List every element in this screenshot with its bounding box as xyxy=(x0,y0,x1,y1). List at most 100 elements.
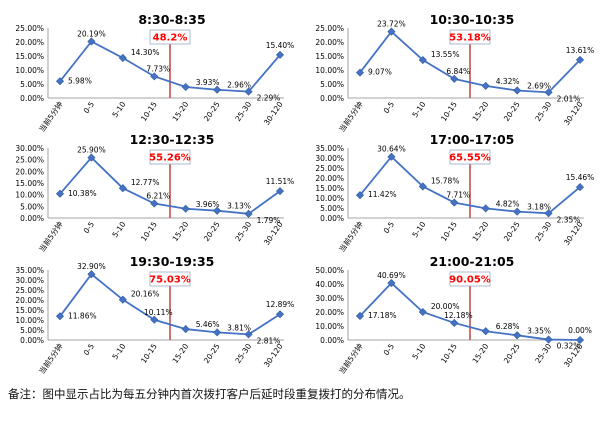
x-tick-label: 15-20 xyxy=(470,342,490,365)
data-label: 6.21% xyxy=(146,192,170,201)
data-point xyxy=(450,74,459,83)
data-label: 11.86% xyxy=(68,311,97,320)
chart-19-30: 0.00% 5.00% 10.00% 15.00% 20.00% 25.00% 30.00%… xyxy=(0,250,300,376)
callout-value: 65.55% xyxy=(449,153,491,164)
data-label: 3.96% xyxy=(196,200,220,209)
callout-value: 90.05% xyxy=(449,275,491,286)
data-label: 11.51% xyxy=(266,177,295,186)
chart-svg: 0.00% 5.00% 10.00% 15.00% 20.00% 25.00% 30.00%… xyxy=(15,132,295,254)
y-tick-label: 50.00% xyxy=(315,266,344,275)
x-tick-label: 25-30 xyxy=(233,220,253,243)
chart-title: 8:30-8:35 xyxy=(138,12,205,27)
callout-value: 48.2% xyxy=(153,33,188,44)
data-point xyxy=(481,327,490,336)
callout-value: 53.18% xyxy=(449,33,491,44)
data-label: 23.72% xyxy=(377,20,406,29)
data-point xyxy=(575,335,585,345)
data-point xyxy=(481,81,490,90)
chart-title: 21:00-21:05 xyxy=(430,254,515,269)
x-tick-label: 10-15 xyxy=(139,100,159,123)
data-label: 7.71% xyxy=(446,191,470,200)
data-point xyxy=(150,315,159,324)
y-tick-label: 10.00% xyxy=(315,66,344,75)
data-label: 0.32% xyxy=(557,342,581,351)
chart-10-30: 0.00% 5.00% 10.00% 15.00% 20.00% 25.00% 当前5分钟 0… xyxy=(300,8,600,134)
x-tick-label: 5-10 xyxy=(110,220,127,239)
x-tick-label: 0-5 xyxy=(382,220,397,235)
data-label: 4.82% xyxy=(496,199,520,208)
data-point xyxy=(118,295,127,304)
data-label: 11.42% xyxy=(368,190,397,199)
y-tick-label: 0.00% xyxy=(20,94,44,103)
y-tick-label: 20.00% xyxy=(315,174,344,183)
data-label: 5.46% xyxy=(196,320,220,329)
x-tick-label: 当前5分钟 xyxy=(36,219,64,254)
data-point xyxy=(213,328,222,337)
y-tick-label: 15.00% xyxy=(15,52,44,61)
data-point xyxy=(544,88,553,97)
x-tick-label: 10-15 xyxy=(139,220,159,243)
x-tick-label: 10-15 xyxy=(439,100,459,123)
data-label: 3.18% xyxy=(527,203,551,212)
data-point xyxy=(544,209,553,218)
data-label: 15.46% xyxy=(566,173,595,182)
y-tick-label: 35.00% xyxy=(315,144,344,153)
x-tick-label: 0-5 xyxy=(382,100,397,115)
data-point xyxy=(55,77,65,86)
x-tick-label: 15-20 xyxy=(170,342,190,365)
data-point xyxy=(55,312,65,321)
data-label: 5.98% xyxy=(68,76,92,85)
x-tick-label: 20-25 xyxy=(202,342,222,365)
x-tick-label: 10-15 xyxy=(439,220,459,243)
data-point xyxy=(387,27,396,36)
chart-title: 19:30-19:35 xyxy=(130,254,215,269)
x-tick-label: 25-30 xyxy=(233,100,253,123)
data-point xyxy=(387,279,396,288)
series-line xyxy=(359,155,581,215)
y-tick-label: 20.00% xyxy=(315,308,344,317)
data-label: 25.90% xyxy=(77,146,106,155)
data-point xyxy=(575,183,585,192)
x-tick-label: 30-120 xyxy=(262,100,285,127)
x-tick-label: 当前5分钟 xyxy=(336,219,364,254)
x-tick-label: 当前5分钟 xyxy=(336,341,364,376)
y-tick-label: 10.00% xyxy=(15,66,44,75)
data-point xyxy=(355,68,365,77)
data-label: 20.16% xyxy=(131,290,160,299)
chart-title: 10:30-10:35 xyxy=(430,12,515,27)
y-tick-label: 25.00% xyxy=(15,156,44,165)
callout-box xyxy=(149,149,191,165)
y-tick-label: 20.00% xyxy=(315,38,344,47)
x-tick-label: 20-25 xyxy=(502,220,522,243)
y-tick-label: 5.00% xyxy=(320,204,344,213)
y-tick-label: 10.00% xyxy=(15,316,44,325)
footnote: 备注：图中显示占比为每五分钟内首次拨打客户后延时段重复拨打的分布情况。 xyxy=(8,387,411,401)
data-point xyxy=(181,82,190,92)
series-line xyxy=(59,40,281,93)
data-point xyxy=(355,311,365,320)
callout-box xyxy=(449,271,491,287)
y-tick-label: 25.00% xyxy=(15,24,44,33)
data-label: 20.19% xyxy=(77,29,106,38)
data-label: 6.84% xyxy=(446,67,470,76)
callout-box xyxy=(449,149,491,165)
x-tick-label: 5-10 xyxy=(110,100,127,119)
x-tick-label: 30-120 xyxy=(562,100,585,127)
x-tick-label: 5-10 xyxy=(410,342,427,361)
callout-box xyxy=(449,29,491,45)
data-label: 17.18% xyxy=(368,311,397,320)
x-tick-label: 20-25 xyxy=(502,342,522,365)
y-tick-label: 0.00% xyxy=(320,214,344,223)
y-tick-label: 0.00% xyxy=(20,336,44,345)
y-tick-label: 20.00% xyxy=(15,167,44,176)
x-tick-label: 20-25 xyxy=(202,100,222,123)
data-label: 9.07% xyxy=(368,68,392,77)
data-point xyxy=(213,85,222,94)
data-point xyxy=(118,53,127,62)
y-tick-label: 25.00% xyxy=(15,286,44,295)
x-tick-label: 30-120 xyxy=(262,342,285,369)
data-point xyxy=(150,72,159,81)
data-point xyxy=(213,206,222,215)
data-point xyxy=(544,335,553,344)
x-tick-label: 5-10 xyxy=(410,220,427,239)
